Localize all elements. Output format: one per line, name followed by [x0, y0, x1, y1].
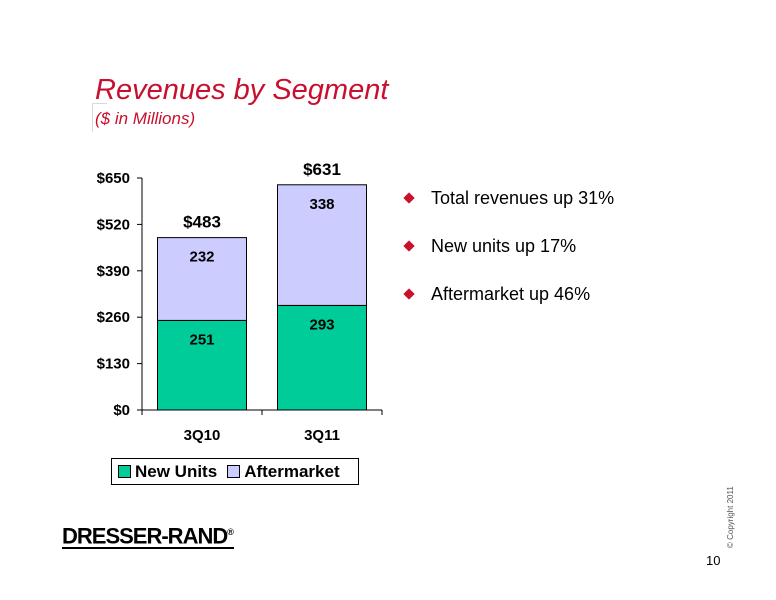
bar-data-label: 232	[189, 249, 214, 266]
bullet-text: New units up 17%	[431, 235, 577, 256]
logo-registered-mark: ®	[227, 527, 234, 537]
bar-total-label: $483	[183, 213, 221, 232]
bullet-list: Total revenues up 31% New units up 17% A…	[402, 174, 614, 318]
bar-total-label: $631	[303, 160, 341, 179]
diamond-bullet-icon	[403, 192, 415, 204]
bullet-item: Aftermarket up 46%	[402, 270, 614, 318]
y-tick-label: $130	[97, 356, 130, 373]
diamond-bullet-icon	[403, 288, 415, 300]
legend-swatch-aftermarket	[227, 465, 241, 478]
legend-label-new-units: New Units	[135, 461, 218, 481]
bar-data-label: 338	[309, 196, 334, 213]
company-logo: DRESSER-RAND®	[62, 522, 234, 550]
legend-label-aftermarket: Aftermarket	[244, 461, 340, 481]
legend-item-aftermarket: Aftermarket	[227, 461, 340, 482]
bullet-text: Total revenues up 31%	[431, 187, 615, 208]
x-category-label: 3Q11	[304, 427, 340, 444]
bar-segment	[277, 184, 367, 306]
bullet-item: Total revenues up 31%	[402, 174, 614, 222]
bullet-item: New units up 17%	[402, 222, 614, 270]
y-tick-label: $520	[97, 216, 130, 233]
bar-data-label: 293	[309, 316, 334, 333]
slide-subtitle: ($ in Millions)	[95, 109, 196, 128]
page-number: 10	[706, 553, 721, 568]
y-tick-label: $650	[97, 170, 130, 187]
slide-title: Revenues by Segment	[95, 74, 389, 106]
bullet-text: Aftermarket up 46%	[431, 283, 591, 304]
y-tick-label: $390	[97, 263, 130, 280]
x-category-label: 3Q10	[184, 427, 221, 444]
title-accent-line	[92, 103, 107, 132]
y-tick-label: $0	[113, 402, 130, 419]
y-tick-label: $260	[97, 309, 130, 326]
bar-segment	[157, 237, 247, 321]
chart-legend: New Units Aftermarket	[111, 458, 359, 485]
bar-segment	[157, 319, 247, 411]
bar-data-label: 251	[189, 331, 214, 348]
diamond-bullet-icon	[403, 240, 415, 252]
copyright-notice: © Copyright 2011	[726, 486, 735, 548]
legend-swatch-new-units	[118, 465, 131, 478]
legend-item-new-units: New Units	[118, 462, 217, 482]
logo-text: DRESSER-RAND	[62, 523, 228, 549]
